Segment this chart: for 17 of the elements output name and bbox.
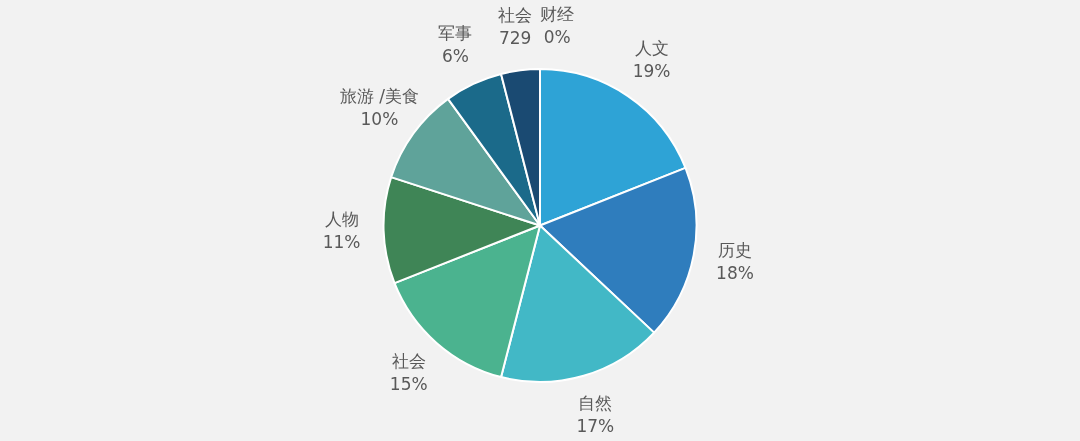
slice-label: 人文	[634, 38, 669, 59]
slice-label: 自然	[578, 393, 613, 414]
data-label: 15%	[389, 374, 428, 395]
slice-label: 人物	[324, 208, 359, 229]
data-label: 11%	[322, 231, 361, 252]
slice-label: 旅游 /美食	[339, 85, 419, 106]
data-label: 10%	[360, 108, 399, 129]
slice-label: 军事	[438, 22, 473, 43]
slice-label: 历史	[717, 239, 752, 260]
category-label: 财经	[540, 3, 575, 24]
slice-label: 社会 729	[498, 5, 533, 49]
slice-label: 社会	[391, 351, 426, 372]
data-label: 17%	[576, 416, 615, 437]
text: 0%	[543, 26, 571, 47]
data-label: 6%	[441, 45, 469, 66]
data-label: 19%	[632, 61, 671, 82]
data-label: 18%	[716, 262, 754, 283]
